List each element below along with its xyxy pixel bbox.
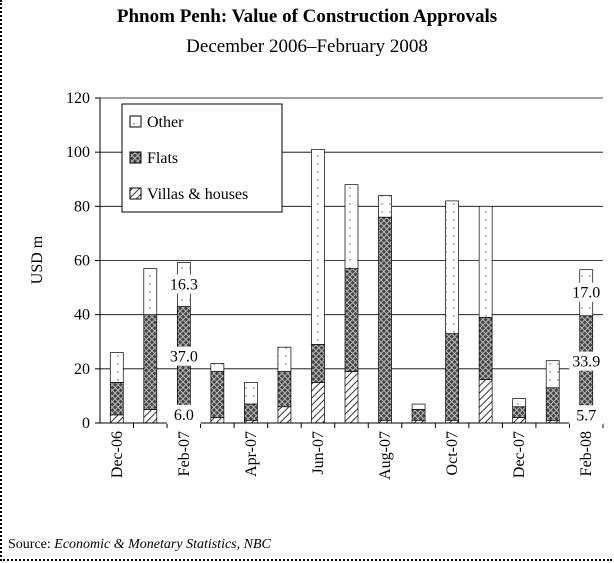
source-text: Economic & Monetary Statistics, NBC [53, 537, 271, 552]
bar-segment [277, 346, 292, 372]
bar-segment [445, 333, 459, 421]
bar-segment [411, 403, 426, 410]
bar-segment [545, 387, 560, 421]
bar-segment [378, 216, 392, 421]
x-tick-label: Feb-08 [578, 431, 595, 476]
bar-segment [545, 360, 560, 389]
y-tick-label: 80 [74, 198, 90, 215]
bar-segment [109, 352, 124, 383]
bar-segment [311, 344, 325, 383]
value-label-bg [569, 405, 604, 425]
bar-segment [109, 382, 124, 416]
bar-segment [478, 379, 493, 424]
bar-segment [478, 205, 493, 318]
value-label-bg [166, 404, 201, 424]
y-tick-label: 20 [74, 361, 90, 378]
bar-segment [445, 200, 459, 334]
legend-box [121, 103, 283, 213]
x-tick-label: Feb-07 [176, 431, 193, 476]
bar-segment [311, 382, 325, 424]
legend-label: Other [147, 114, 184, 131]
chart-title: Phnom Penh: Value of Construction Approv… [117, 6, 497, 27]
source-label: Source: [8, 537, 51, 552]
bar-segment [244, 403, 258, 421]
bar-segment [244, 382, 258, 405]
bar-segment [512, 406, 527, 418]
value-label-bg [569, 282, 604, 302]
source: Source: Economic & Monetary Statistics, … [8, 537, 272, 552]
value-label: 33.9 [572, 354, 600, 371]
bar-segment [311, 149, 325, 345]
bar-segment [344, 268, 359, 372]
x-tick-label: Dec-07 [511, 431, 528, 478]
bar-segment [277, 371, 292, 408]
chart-subtitle: December 2006–February 2008 [186, 36, 428, 57]
bar-segment [512, 398, 527, 408]
x-tick-label: Oct-07 [444, 431, 461, 475]
value-label: 37.0 [170, 349, 198, 366]
bar-segment [512, 417, 527, 424]
x-tick-label: Apr-07 [243, 431, 260, 477]
bar-segment [378, 195, 392, 218]
y-tick-label: 60 [74, 253, 90, 270]
y-tick-label: 40 [74, 307, 90, 324]
bar-segment [143, 268, 158, 316]
bar-segment [478, 317, 493, 381]
value-label: 6.0 [174, 407, 194, 424]
bar-segment [277, 406, 292, 424]
y-tick-label: 0 [82, 415, 90, 432]
value-label: 16.3 [170, 276, 198, 293]
x-tick-label: Aug-07 [377, 431, 394, 480]
value-label-bg [569, 351, 604, 371]
bar-segment [210, 417, 225, 424]
bar-segment [143, 409, 158, 424]
y-axis-label: USD m [29, 235, 46, 284]
value-label-bg [166, 274, 201, 294]
value-label: 17.0 [572, 285, 600, 302]
legend-swatch [129, 115, 142, 128]
bar-segment [210, 363, 225, 372]
y-tick-label: 120 [66, 90, 90, 107]
legend-swatch [129, 187, 142, 200]
legend-swatch [129, 151, 142, 164]
legend-label: Villas & houses [147, 186, 248, 203]
legend-label: Flats [147, 150, 178, 167]
x-tick-label: Jun-07 [310, 431, 327, 475]
value-label: 5.7 [576, 407, 596, 424]
bar-segment [109, 414, 124, 424]
bar-segment [143, 314, 158, 410]
bar-segment [210, 371, 225, 418]
bar-segment [344, 371, 359, 424]
y-tick-label: 100 [66, 144, 90, 161]
x-tick-label: Dec-06 [109, 431, 126, 478]
bar-segment [344, 184, 359, 269]
bar-segment [411, 409, 426, 421]
value-label-bg [166, 346, 201, 366]
